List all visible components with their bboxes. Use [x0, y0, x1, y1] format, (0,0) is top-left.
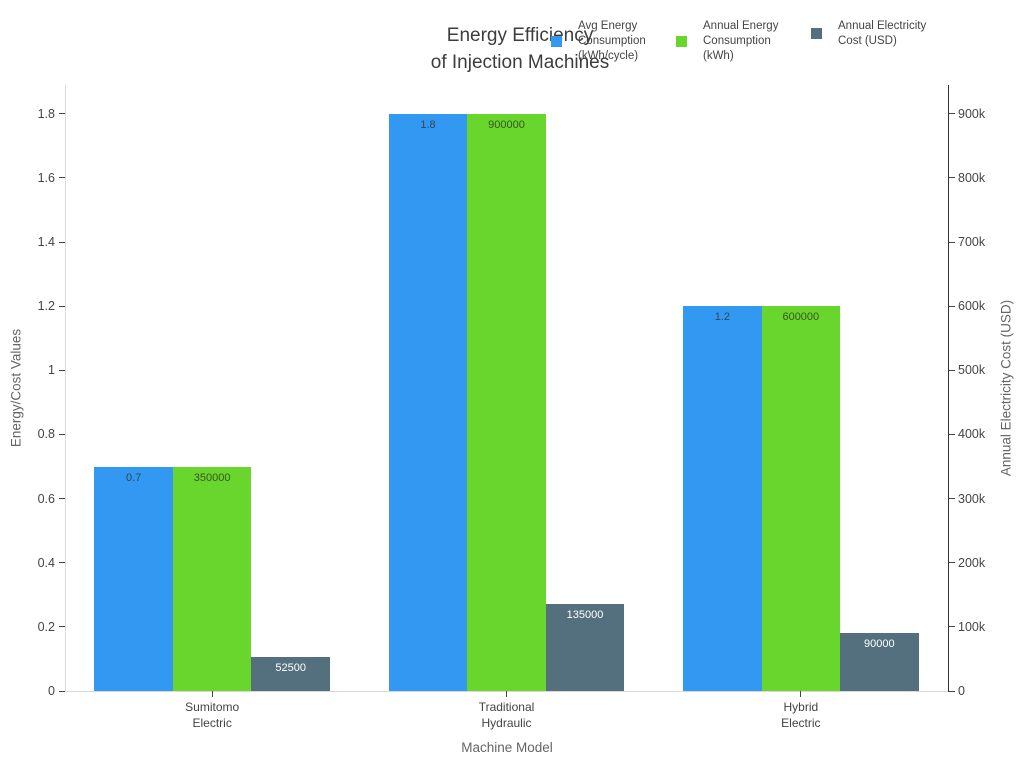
right-tick-label: 500k	[958, 363, 986, 378]
bar-s1-c2[interactable]	[761, 306, 841, 691]
left-tick-label: 0.4	[37, 555, 55, 570]
left-tick-label: 0.6	[37, 491, 55, 506]
bottom-axis-line	[65, 691, 949, 692]
bar-s1-c0[interactable]	[172, 466, 252, 691]
right-tick-label: 800k	[958, 170, 986, 185]
right-tick-mark	[949, 498, 955, 500]
right-tick-label: 100k	[958, 619, 986, 634]
left-tick-label: 0.2	[37, 619, 55, 634]
right-tick-mark	[949, 241, 955, 243]
bar-s2-c1[interactable]	[545, 604, 625, 691]
right-tick-label: 600k	[958, 299, 986, 314]
x-category-label: Hybrid Electric	[781, 700, 821, 730]
right-tick-mark	[949, 562, 955, 564]
left-tick-mark	[59, 626, 65, 628]
right-axis-title: Annual Electricity Cost (USD)	[998, 299, 1014, 477]
left-tick-mark	[59, 305, 65, 307]
right-tick-mark	[949, 690, 955, 692]
left-tick-mark	[59, 113, 65, 115]
right-tick-label: 0	[958, 684, 965, 698]
bar-s1-c1[interactable]	[467, 113, 546, 691]
left-axis-title: Energy/Cost Values	[8, 328, 24, 448]
left-tick-label: 0.8	[37, 427, 55, 442]
bar-s0-c0[interactable]	[94, 466, 173, 691]
left-tick-mark	[59, 433, 65, 435]
right-tick-mark	[949, 305, 955, 307]
x-category-label: Sumitomo Electric	[185, 700, 240, 730]
legend-item-avg-energy-consumption[interactable]: Avg Energy Consumption (kWh/cycle)	[551, 19, 646, 63]
left-tick-mark	[59, 177, 65, 179]
right-tick-label: 200k	[958, 555, 986, 570]
legend-item-annual-electricity-cost[interactable]: Annual Electricity Cost (USD)	[811, 19, 926, 49]
legend-item-annual-energy-consumption[interactable]: Annual Energy Consumption (kWh)	[676, 19, 778, 63]
right-tick-label: 900k	[958, 106, 986, 121]
left-tick-label: 1.8	[37, 106, 55, 121]
left-tick-label: 1	[48, 363, 55, 378]
left-tick-mark	[59, 241, 65, 243]
left-tick-mark	[59, 690, 65, 692]
right-tick-mark	[949, 433, 955, 435]
bar-s0-c1[interactable]	[388, 113, 468, 691]
x-category-label: Traditional Hydraulic	[478, 700, 535, 730]
chart-title-line2: of Injection Machines	[430, 52, 610, 73]
legend-swatch-green-icon	[676, 35, 687, 47]
left-axis-line	[65, 85, 66, 691]
legend-swatch-blue-icon	[551, 35, 562, 47]
bar-s0-c2[interactable]	[683, 306, 762, 691]
right-tick-mark	[949, 626, 955, 628]
left-tick-label: 1.2	[37, 299, 55, 314]
legend-swatch-slate-icon	[811, 28, 822, 40]
x-tick-mark	[506, 691, 507, 697]
right-tick-mark	[949, 177, 955, 179]
right-axis-line	[948, 85, 949, 692]
right-tick-mark	[949, 369, 955, 371]
left-tick-mark	[59, 369, 65, 371]
x-axis-title: Machine Model	[461, 740, 553, 755]
legend-label: Annual Electricity Cost (USD)	[838, 20, 927, 47]
left-tick-label: 1.6	[37, 170, 55, 185]
x-tick-mark	[800, 691, 802, 697]
legend-label: Annual Energy Consumption (kWh)	[703, 20, 779, 62]
left-tick-mark	[59, 562, 65, 564]
right-tick-label: 700k	[958, 235, 986, 250]
bar-s2-c0[interactable]	[251, 657, 330, 691]
left-tick-mark	[59, 498, 65, 500]
bar-s2-c2[interactable]	[840, 633, 919, 691]
right-tick-label: 400k	[958, 427, 986, 442]
left-tick-label: 0	[48, 684, 55, 698]
x-tick-mark	[211, 691, 213, 697]
left-tick-label: 1.4	[37, 235, 55, 250]
right-tick-mark	[949, 113, 955, 115]
legend-label: Avg Energy Consumption (kWh/cycle)	[578, 20, 646, 62]
right-tick-label: 300k	[958, 491, 986, 506]
